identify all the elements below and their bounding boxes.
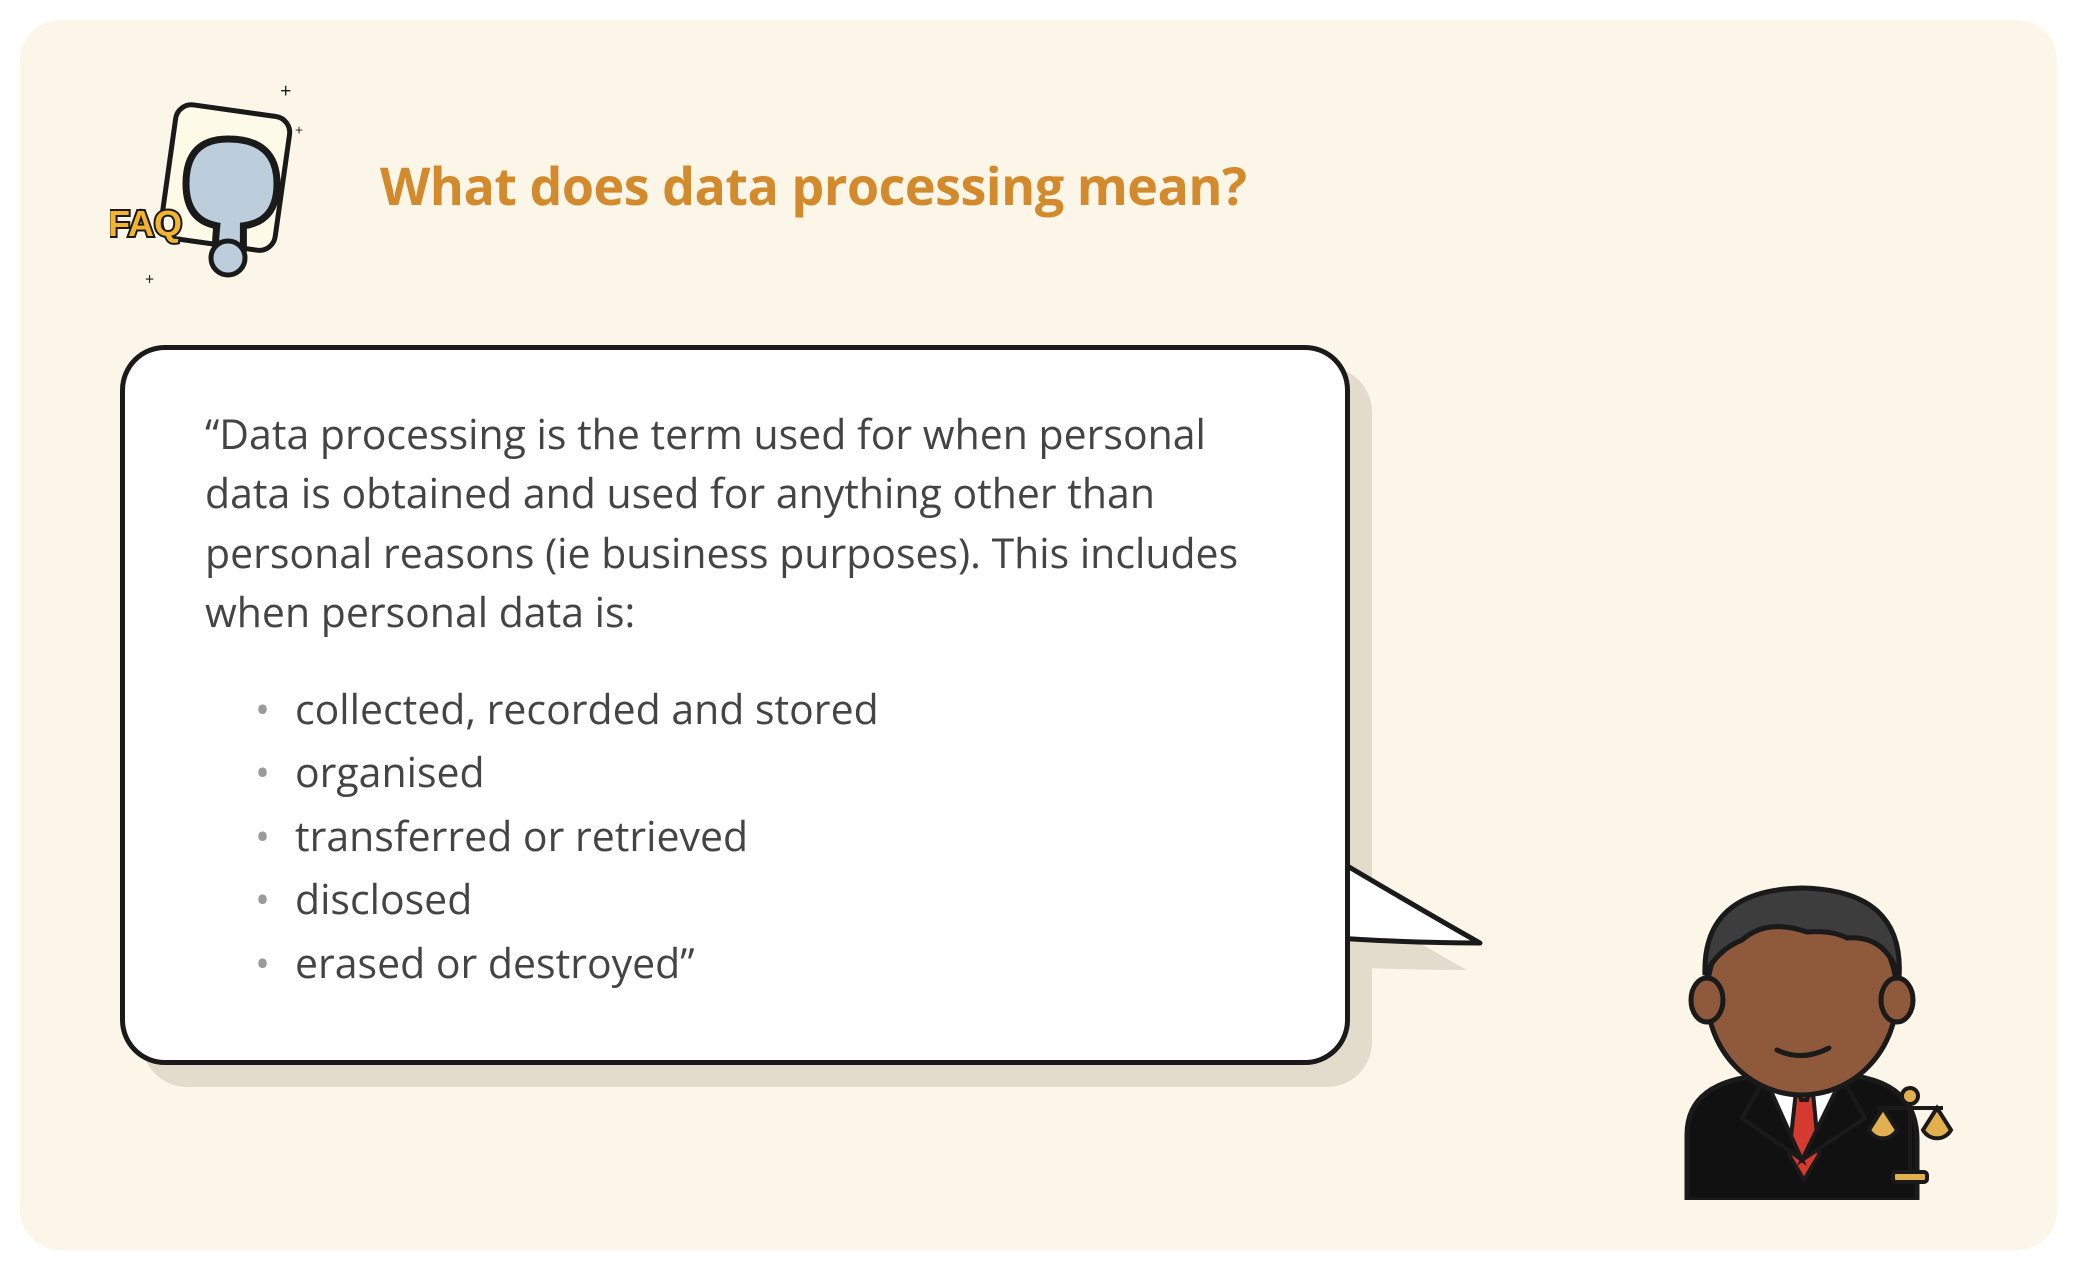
list-item: disclosed [255,868,1265,932]
list-item: erased or destroyed” [255,932,1265,996]
speech-list: collected, recorded and stored organised… [205,678,1265,996]
speech-bubble-body: “Data processing is the term used for wh… [120,345,1350,1065]
faq-card: + + + FAQ What does data processing mean… [20,20,2057,1250]
header: + + + FAQ What does data processing mean… [110,80,1967,290]
list-item: collected, recorded and stored [255,678,1265,742]
speech-intro: “Data processing is the term used for wh… [205,405,1265,643]
list-item: organised [255,741,1265,805]
svg-text:+: + [145,268,154,290]
svg-text:+: + [280,80,291,104]
faq-title: What does data processing mean? [380,150,1246,221]
faq-badge-text: FAQ [110,203,182,244]
svg-text:+: + [295,121,303,140]
speech-bubble: “Data processing is the term used for wh… [120,345,1350,1065]
faq-question-icon: + + + FAQ [110,80,320,290]
list-item: transferred or retrieved [255,805,1265,869]
lawyer-avatar-icon [1647,860,1957,1200]
